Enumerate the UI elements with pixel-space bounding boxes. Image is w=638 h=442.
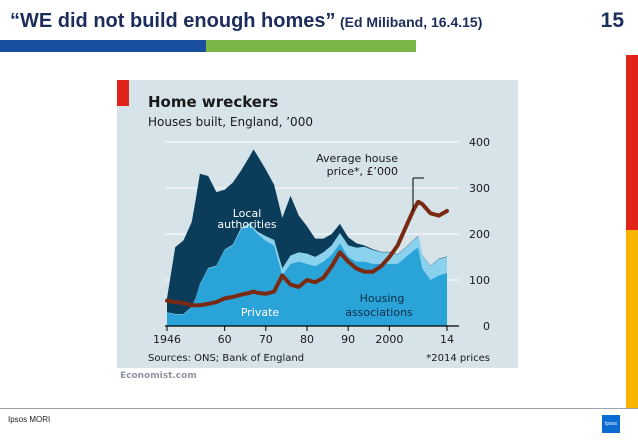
x-tick-label-70: 70 [259, 333, 273, 346]
y-tick-label-400: 400 [469, 136, 490, 149]
ipsos-logo-text: Ipsos [605, 421, 617, 427]
chart-note: *2014 prices [426, 353, 490, 364]
footer-divider [0, 408, 638, 409]
chart-title: Home wreckers [148, 93, 278, 111]
footer-brand: Ipsos MORI [8, 415, 51, 424]
label-local-line-1: Local [233, 207, 262, 220]
economist-chart: Home wreckers Houses built, England, ’00… [117, 80, 518, 386]
x-tick-label-2000: 2000 [375, 333, 403, 346]
line-house-price [165, 199, 449, 308]
chart-source: Sources: ONS; Bank of England [148, 353, 304, 364]
x-tick-label-80: 80 [300, 333, 314, 346]
slide-title-quote: “WE did not build enough homes” [10, 10, 336, 32]
y-tick-label-0: 0 [483, 320, 490, 333]
slide-title: “WE did not build enough homes” (Ed Mili… [10, 10, 482, 33]
label-price-line-1: Average house [316, 152, 398, 165]
label-private: Private [241, 306, 280, 319]
sidebar-yellow-bar [626, 230, 638, 408]
chart-credit: Economist.com [120, 371, 197, 381]
chart-svg: Home wreckers Houses built, England, ’00… [117, 80, 490, 364]
x-tick-label-90: 90 [341, 333, 355, 346]
y-tick-label-200: 200 [469, 228, 490, 241]
y-tick-label-300: 300 [469, 182, 490, 195]
chart-credit-strip [117, 368, 518, 386]
ipsos-logo: Ipsos [602, 415, 620, 433]
label-housing-line-2: associations [345, 306, 413, 319]
label-price-line-2: price*, £’000 [327, 165, 398, 178]
sidebar-red-bar [626, 55, 638, 230]
slide-title-attribution: (Ed Miliband, 16.4.15) [339, 14, 483, 30]
x-tick-label-60: 60 [218, 333, 232, 346]
y-tick-label-100: 100 [469, 274, 490, 287]
chart-subtitle: Houses built, England, ’000 [148, 115, 313, 129]
chart-red-tag [117, 80, 129, 106]
x-tick-label-1946: 1946 [153, 333, 181, 346]
header-band-blue [0, 40, 206, 52]
page-number: 15 [600, 9, 624, 32]
area-local-authorities [167, 149, 447, 314]
label-housing-line-1: Housing [360, 292, 405, 305]
label-local-line-2: authorities [217, 218, 276, 231]
header-band-green [206, 40, 416, 52]
area-private [167, 224, 447, 326]
x-tick-label-14: 14 [440, 333, 454, 346]
